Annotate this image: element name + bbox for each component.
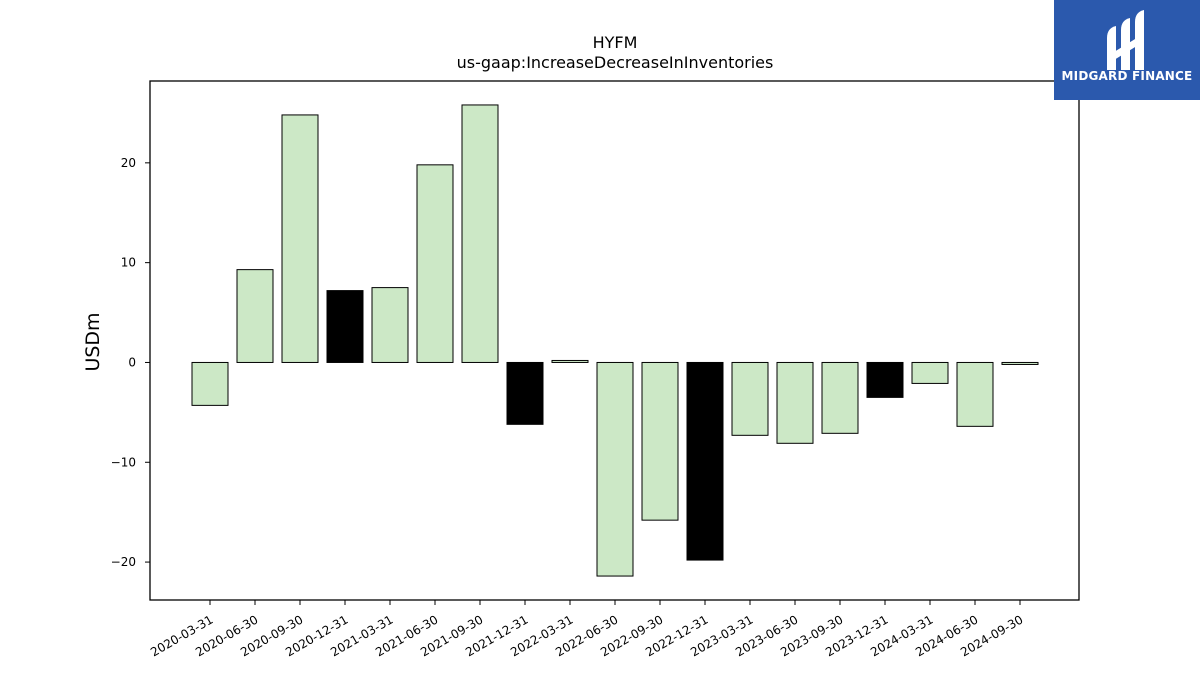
- bar-2021-03-31: [371, 287, 409, 363]
- y-axis-label: USDm: [82, 312, 104, 371]
- logo-text: MIDGARD FINANCE: [1061, 69, 1193, 83]
- bar-2024-06-30: [956, 361, 994, 427]
- midgard-logo-icon: [1107, 10, 1144, 70]
- y-tick-label: 10: [121, 256, 136, 270]
- bar-2021-06-30: [416, 164, 454, 363]
- bar-2020-03-31: [191, 361, 229, 406]
- bar-2024-09-30: [1001, 361, 1039, 365]
- bar-2023-03-31: [731, 361, 769, 436]
- y-tick-label: 20: [121, 156, 136, 170]
- bar-2022-09-30: [641, 361, 679, 521]
- bar-2023-09-30: [821, 361, 859, 434]
- midgard-finance-logo: MIDGARD FINANCE: [1054, 0, 1200, 100]
- bar-2022-06-30: [596, 361, 634, 577]
- bar-2023-12-31: [866, 361, 904, 398]
- y-tick-label: 0: [128, 355, 136, 369]
- bar-2024-03-31: [911, 361, 949, 384]
- chart-subtitle: us-gaap:IncreaseDecreaseInInventories: [457, 53, 774, 72]
- bar-2020-06-30: [236, 269, 274, 363]
- bar-2021-09-30: [461, 104, 499, 363]
- bar-2021-12-31: [506, 361, 544, 425]
- bar-2020-09-30: [281, 114, 319, 363]
- bar-2020-12-31: [326, 290, 364, 363]
- bar-2023-06-30: [776, 361, 814, 444]
- y-tick-label: −20: [111, 555, 136, 569]
- bar-2022-03-31: [551, 359, 589, 363]
- bar-2022-12-31: [686, 361, 724, 561]
- y-tick-label: −10: [111, 455, 136, 469]
- chart-title: HYFM: [593, 33, 638, 52]
